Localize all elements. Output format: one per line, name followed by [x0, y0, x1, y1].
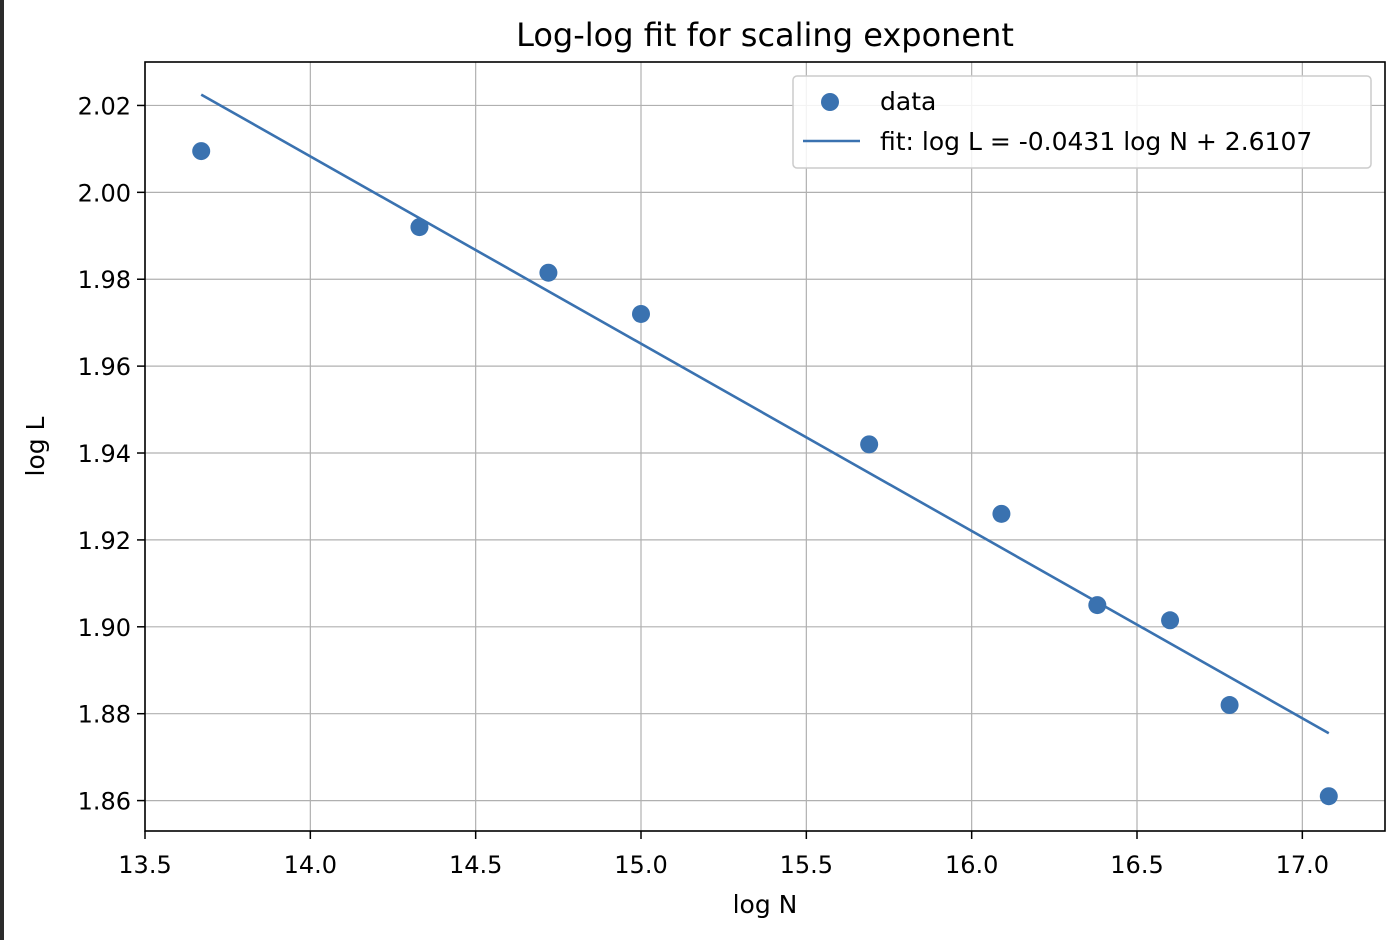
- data-point: [1161, 611, 1180, 630]
- data-point: [1088, 596, 1107, 615]
- y-tick-label: 1.92: [78, 527, 131, 555]
- y-tick-label: 2.02: [78, 92, 131, 120]
- data-point: [860, 435, 879, 454]
- y-tick-label: 1.98: [78, 266, 131, 294]
- legend-label-fit: fit: log L = -0.0431 log N + 2.6107: [880, 127, 1312, 156]
- data-point: [1319, 787, 1338, 806]
- plot-frame: [144, 61, 1386, 832]
- x-tick-label: 13.5: [118, 851, 171, 879]
- y-tick-label: 1.88: [78, 701, 131, 729]
- chart-title: Log-log fit for scaling exponent: [516, 16, 1014, 54]
- x-tick-label: 15.0: [614, 851, 667, 879]
- data-point: [632, 304, 650, 323]
- data-point: [410, 218, 429, 237]
- data-point: [1220, 696, 1239, 715]
- data-points: [192, 142, 1338, 806]
- data-point: [992, 504, 1011, 523]
- y-tick-label: 1.96: [78, 353, 131, 381]
- fit-line: [200, 93, 1330, 735]
- x-tick-label: 15.5: [780, 851, 833, 879]
- grid: [144, 62, 1385, 831]
- legend-label-data: data: [880, 87, 936, 116]
- axis-ticks: 13.5 14.0 14.5 15.0 15.5 16.0 16.5 17.0 1.86 1.88…: [78, 92, 1329, 879]
- fit-line-group: [200, 93, 1330, 735]
- data-point: [539, 263, 558, 282]
- x-tick-label: 14.5: [449, 851, 502, 879]
- y-tick-label: 1.94: [78, 440, 131, 468]
- x-tick-label: 17.0: [1276, 851, 1329, 879]
- x-tick-label: 16.0: [945, 851, 998, 879]
- legend: data fit: log L = -0.0431 log N + 2.6107: [792, 75, 1372, 169]
- legend-box: [792, 75, 1372, 169]
- x-tick-label: 16.5: [1110, 851, 1163, 879]
- y-tick-label: 1.90: [78, 614, 131, 642]
- window-edge: [0, 0, 4, 940]
- y-tick-label: 1.86: [78, 788, 131, 816]
- legend-data-marker: [821, 93, 839, 111]
- y-tick-label: 2.00: [78, 179, 131, 207]
- data-point: [192, 142, 211, 161]
- x-tick-label: 14.0: [284, 851, 337, 879]
- y-axis-label: log L: [21, 416, 50, 476]
- x-axis-label: log N: [733, 890, 798, 919]
